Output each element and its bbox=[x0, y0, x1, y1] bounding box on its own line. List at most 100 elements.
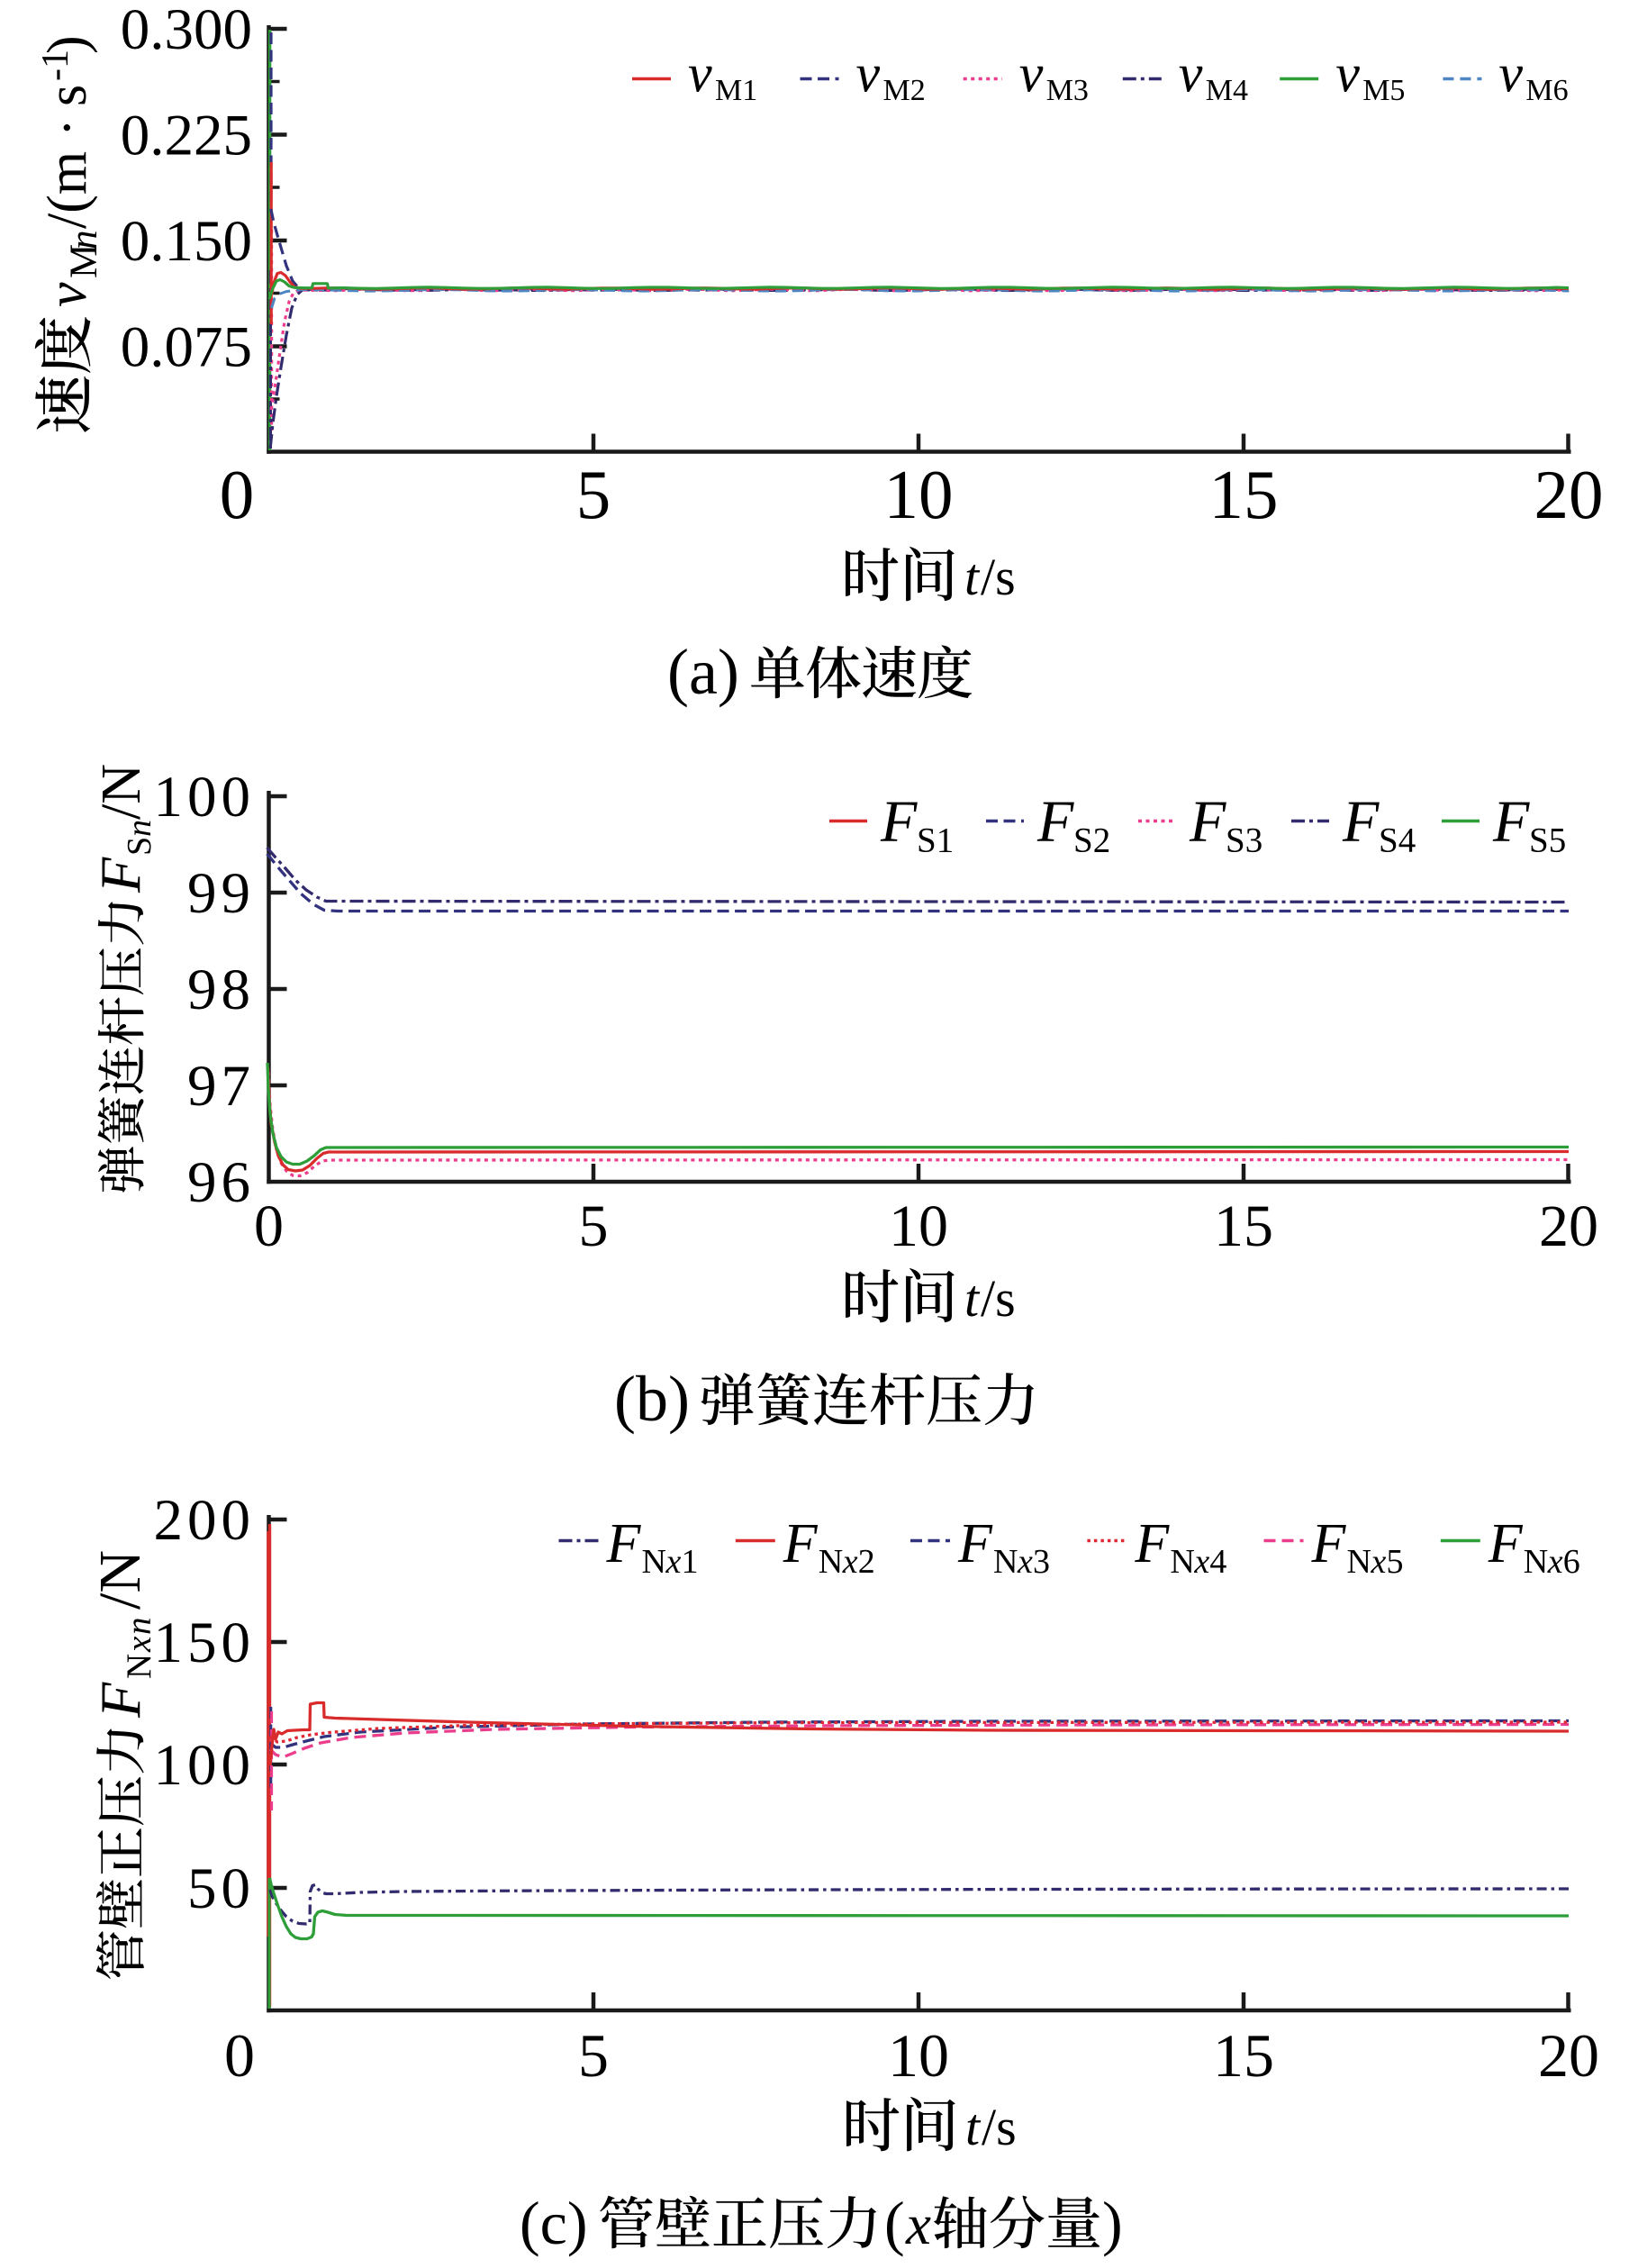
svg-text:M4: M4 bbox=[1206, 74, 1248, 107]
svg-text:F: F bbox=[1036, 789, 1074, 855]
svg-text:20: 20 bbox=[1539, 1193, 1598, 1259]
svg-text:M5: M5 bbox=[1362, 74, 1405, 107]
svg-text:150: 150 bbox=[154, 1610, 256, 1675]
svg-text:x: x bbox=[1547, 1543, 1563, 1581]
svg-text:v: v bbox=[1498, 44, 1523, 104]
svg-text:96: 96 bbox=[187, 1150, 255, 1215]
svg-text:20: 20 bbox=[1534, 456, 1604, 533]
svg-text:S5: S5 bbox=[1529, 821, 1566, 860]
svg-text:10: 10 bbox=[884, 456, 954, 533]
svg-text:F: F bbox=[1488, 1513, 1524, 1574]
svg-text:x: x bbox=[1371, 1543, 1387, 1581]
svg-text:n: n bbox=[121, 820, 158, 837]
svg-text:/s: /s bbox=[982, 2098, 1017, 2156]
svg-text:t: t bbox=[965, 2098, 982, 2156]
svg-text:50: 50 bbox=[187, 1856, 255, 1921]
svg-text:N: N bbox=[819, 1543, 843, 1581]
svg-text:N: N bbox=[1347, 1543, 1371, 1581]
svg-text:200: 200 bbox=[154, 1488, 256, 1553]
svg-text:v: v bbox=[1019, 44, 1044, 104]
svg-text:98: 98 bbox=[187, 957, 255, 1022]
svg-text:N: N bbox=[993, 1543, 1018, 1581]
svg-text:0.150: 0.150 bbox=[121, 209, 252, 274]
svg-text:0: 0 bbox=[220, 456, 255, 533]
svg-text:t: t bbox=[964, 548, 981, 606]
svg-text:(a): (a) bbox=[667, 636, 739, 708]
svg-text:F: F bbox=[1189, 789, 1226, 855]
svg-text:/s: /s bbox=[981, 548, 1016, 606]
svg-text:n: n bbox=[63, 231, 105, 250]
svg-text:F: F bbox=[88, 1682, 152, 1719]
svg-text:15: 15 bbox=[1214, 1193, 1273, 1259]
svg-text:s: s bbox=[37, 85, 98, 106]
svg-text:0.075: 0.075 bbox=[121, 315, 252, 380]
svg-text:v: v bbox=[1335, 44, 1360, 104]
svg-text:10: 10 bbox=[888, 2021, 949, 2090]
svg-text:5: 5 bbox=[578, 2021, 609, 2090]
svg-text:S4: S4 bbox=[1379, 821, 1416, 860]
svg-text:F: F bbox=[1311, 1513, 1347, 1574]
svg-text:5: 5 bbox=[1387, 1543, 1404, 1581]
svg-text:x: x bbox=[905, 2193, 931, 2256]
svg-text:2: 2 bbox=[858, 1543, 875, 1581]
svg-text:/N: /N bbox=[91, 764, 152, 820]
svg-text:100: 100 bbox=[154, 1733, 256, 1798]
svg-text:M6: M6 bbox=[1525, 74, 1568, 107]
svg-text:0: 0 bbox=[254, 1193, 284, 1259]
svg-text:10: 10 bbox=[889, 1193, 948, 1259]
svg-text:15: 15 bbox=[1213, 2021, 1274, 2090]
svg-text:): ) bbox=[1102, 2189, 1123, 2257]
svg-text:·: · bbox=[37, 118, 98, 137]
svg-text:(: ( bbox=[884, 2189, 905, 2257]
svg-text:15: 15 bbox=[1209, 456, 1279, 533]
svg-text:v: v bbox=[688, 44, 712, 104]
svg-text:/s: /s bbox=[981, 1269, 1016, 1328]
svg-text:S1: S1 bbox=[917, 821, 954, 860]
svg-text:F: F bbox=[783, 1513, 819, 1574]
svg-text:S: S bbox=[121, 837, 158, 856]
svg-text:4: 4 bbox=[1209, 1543, 1226, 1581]
svg-text:F: F bbox=[880, 789, 918, 855]
svg-text:/N: /N bbox=[87, 1550, 153, 1610]
svg-text:M1: M1 bbox=[715, 74, 757, 107]
svg-text:0.225: 0.225 bbox=[121, 104, 252, 168]
svg-text:F: F bbox=[1342, 789, 1380, 855]
svg-text:F: F bbox=[88, 857, 152, 894]
svg-text:N: N bbox=[120, 1654, 158, 1679]
svg-text:/(m: /(m bbox=[37, 151, 98, 229]
svg-text:F: F bbox=[1134, 1513, 1170, 1574]
svg-text:0.300: 0.300 bbox=[121, 0, 252, 62]
svg-text:3: 3 bbox=[1033, 1543, 1050, 1581]
svg-text:F: F bbox=[957, 1513, 993, 1574]
svg-text:6: 6 bbox=[1563, 1543, 1580, 1581]
svg-text:F: F bbox=[1492, 789, 1530, 855]
svg-text:N: N bbox=[1170, 1543, 1194, 1581]
svg-text:M: M bbox=[63, 244, 105, 278]
svg-text:): ) bbox=[37, 35, 98, 54]
svg-text:M3: M3 bbox=[1046, 74, 1089, 107]
svg-text:x: x bbox=[1193, 1543, 1209, 1581]
svg-text:x: x bbox=[120, 1636, 158, 1653]
svg-text:99: 99 bbox=[187, 861, 255, 926]
svg-text:x: x bbox=[842, 1543, 858, 1581]
svg-text:S3: S3 bbox=[1226, 821, 1262, 860]
svg-text:v: v bbox=[856, 44, 881, 104]
svg-text:97: 97 bbox=[187, 1054, 255, 1119]
svg-text:1: 1 bbox=[682, 1543, 699, 1581]
svg-text:x: x bbox=[665, 1543, 682, 1581]
svg-text:(b): (b) bbox=[614, 1363, 690, 1435]
svg-text:0: 0 bbox=[224, 2021, 255, 2090]
svg-text:v: v bbox=[1179, 44, 1203, 104]
svg-text:-1: -1 bbox=[35, 50, 77, 81]
svg-text:N: N bbox=[642, 1543, 666, 1581]
svg-text:n: n bbox=[120, 1618, 158, 1636]
svg-text:5: 5 bbox=[579, 1193, 609, 1259]
svg-text:M2: M2 bbox=[883, 74, 926, 107]
svg-text:F: F bbox=[606, 1513, 642, 1574]
svg-text:100: 100 bbox=[154, 765, 256, 830]
svg-text:S2: S2 bbox=[1073, 821, 1110, 860]
svg-text:20: 20 bbox=[1538, 2021, 1599, 2090]
svg-text:t: t bbox=[964, 1269, 981, 1328]
svg-text:v: v bbox=[37, 282, 98, 307]
svg-text:N: N bbox=[1524, 1543, 1548, 1581]
